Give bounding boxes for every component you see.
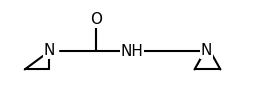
Text: N: N	[200, 43, 212, 58]
Text: O: O	[90, 12, 102, 27]
Text: N: N	[44, 43, 55, 58]
Text: NH: NH	[121, 44, 144, 59]
